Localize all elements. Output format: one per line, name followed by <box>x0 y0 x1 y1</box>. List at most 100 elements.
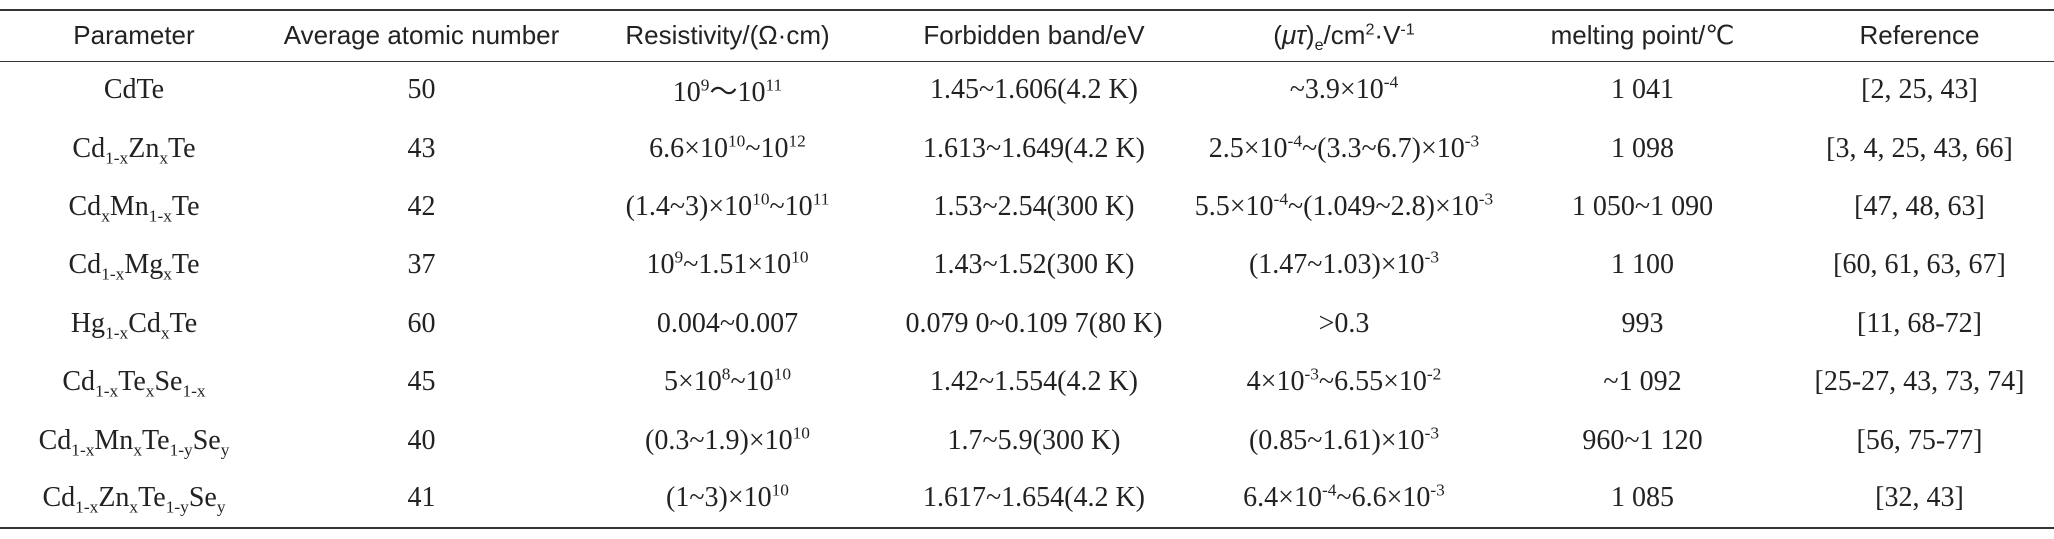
cell-text: Reference <box>1859 20 1980 51</box>
text-run: ~1.51×10 <box>683 249 792 281</box>
cell-text: [60, 61, 63, 67] <box>1833 249 2006 281</box>
cell-text: Resistivity/(Ω·cm) <box>625 20 830 51</box>
text-run: ~(1.049~2.8)×10 <box>1288 190 1479 222</box>
table-cell: Cd1-xZnxTe <box>0 119 268 177</box>
superscript: -1 <box>1400 20 1415 39</box>
text-run: Te <box>169 307 198 339</box>
text-run: Cd <box>72 132 106 164</box>
text-run: (0.3~1.9)×10 <box>645 424 793 456</box>
superscript: 8 <box>721 364 731 384</box>
cell-text: [32, 43] <box>1875 482 1964 514</box>
table-cell: 40 <box>268 411 575 469</box>
text-run: ～10 <box>709 77 766 109</box>
text-run: 5×10 <box>664 366 722 398</box>
superscript: -3 <box>1430 481 1445 501</box>
table-cell: Hg1-xCdxTe <box>0 295 268 353</box>
table-cell: [3, 4, 25, 43, 66] <box>1785 119 2054 177</box>
table-cell: ~1 092 <box>1500 353 1785 411</box>
table-row: CdxMn1-xTe 42 (1.4~3)×1010~1011 1.53~2.54(3… <box>0 178 2054 236</box>
table-cell: Cd1-xTexSe1-x <box>0 353 268 411</box>
table-cell: ~3.9×10-4 <box>1188 61 1500 119</box>
text-run: (1.4~3)×10 <box>625 190 753 222</box>
table-cell: 109~1.51×1010 <box>575 236 880 294</box>
text-run: Te <box>142 424 170 456</box>
table-cell: CdTe <box>0 61 268 119</box>
text-run: ~3.9×10 <box>1289 74 1384 106</box>
superscript: 9 <box>674 248 684 268</box>
text-run: 2.5×10 <box>1208 132 1288 164</box>
table-cell: (1~3)×1010 <box>575 470 880 528</box>
superscript: -4 <box>1273 189 1289 209</box>
superscript: -3 <box>1424 248 1440 268</box>
table-cell: [60, 61, 63, 67] <box>1785 236 2054 294</box>
cell-text: [47, 48, 63] <box>1854 190 1985 222</box>
table-cell: 6.6×1010~1012 <box>575 119 880 177</box>
superscript: -3 <box>1464 131 1480 151</box>
superscript: 10 <box>727 131 746 151</box>
text-run: ~6.6×10 <box>1336 482 1431 514</box>
header-cell: (μτ)e/cm2·V-1 <box>1188 10 1500 61</box>
table-cell: 1.617~1.654(4.2 K) <box>880 470 1188 528</box>
cell-text: 0.004~0.007 <box>656 307 799 339</box>
subscript: x <box>159 148 169 168</box>
table-cell: 50 <box>268 61 575 119</box>
cell-text: 1 050~1 090 <box>1571 190 1714 222</box>
text-run: Te <box>171 190 200 222</box>
table-cell: 6.4×10-4~6.6×10-3 <box>1188 470 1500 528</box>
table-cell: Cd1-xZnxTe1-ySey <box>0 470 268 528</box>
cell-text: 1 098 <box>1611 132 1674 164</box>
cell-text: 43 <box>407 132 436 164</box>
text-run: Se <box>188 482 217 514</box>
text-run: ~10 <box>730 366 774 398</box>
header-cell: Reference <box>1785 10 2054 61</box>
cell-text: 37 <box>407 249 436 281</box>
table-cell: 5×108~1010 <box>575 353 880 411</box>
cell-text: [56, 75-77] <box>1856 424 1983 456</box>
text-run: ~10 <box>745 132 789 164</box>
cell-text: Average atomic number <box>283 20 560 51</box>
text-run: Zn <box>128 132 160 164</box>
table-cell: (1.4~3)×1010~1011 <box>575 178 880 236</box>
superscript: -3 <box>1304 364 1319 384</box>
table-cell: [47, 48, 63] <box>1785 178 2054 236</box>
text-run: /cm <box>1323 20 1366 51</box>
table-cell: >0.3 <box>1188 295 1500 353</box>
header-cell: Parameter <box>0 10 268 61</box>
table-cell: 37 <box>268 236 575 294</box>
cell-text: ~1 092 <box>1603 366 1682 398</box>
text-run: Te <box>118 366 146 398</box>
superscript: 10 <box>792 423 810 443</box>
table-cell: 42 <box>268 178 575 236</box>
header-row: Parameter Average atomic number Resistivit… <box>0 10 2054 61</box>
table-cell: 2.5×10-4~(3.3~6.7)×10-3 <box>1188 119 1500 177</box>
cell-text: 1 041 <box>1611 74 1674 106</box>
text-run: ) <box>1305 20 1315 51</box>
cell-text: [25-27, 43, 73, 74] <box>1814 366 2025 398</box>
cell-text: [11, 68-72] <box>1857 307 1982 339</box>
subscript: x <box>145 381 155 401</box>
text-run: Te <box>138 482 166 514</box>
table-cell: 1 098 <box>1500 119 1785 177</box>
cell-text: CdTe <box>103 74 165 106</box>
cell-text: 40 <box>407 424 436 456</box>
text-run: Cd <box>62 366 96 398</box>
table-cell: 1 100 <box>1500 236 1785 294</box>
table-row: CdTe 50 109～1011 1.45~1.606(4.2 K) ~3.9×10-4… <box>0 61 2054 119</box>
text-run: ( <box>1273 20 1282 51</box>
text-run: (0.85~1.61)×10 <box>1248 424 1425 456</box>
table-cell: [25-27, 43, 73, 74] <box>1785 353 2054 411</box>
text-run: Te <box>168 132 196 164</box>
text-run: Mn <box>94 424 134 456</box>
subscript: 1-x <box>75 498 99 518</box>
table-header: Parameter Average atomic number Resistivit… <box>0 10 2054 61</box>
text-run: Se <box>154 366 183 398</box>
subscript: 1-y <box>169 440 193 460</box>
text-run: ~6.55×10 <box>1318 366 1427 398</box>
subscript: 1-x <box>148 206 172 226</box>
table-row: Cd1-xMnxTe1-ySey 40 (0.3~1.9)×1010 1.7~5.9(… <box>0 411 2054 469</box>
cell-text: Parameter <box>73 20 195 51</box>
cell-text: 42 <box>407 190 436 222</box>
superscript: 10 <box>771 481 789 501</box>
table-body: CdTe 50 109～1011 1.45~1.606(4.2 K) ~3.9×10-4… <box>0 61 2054 529</box>
